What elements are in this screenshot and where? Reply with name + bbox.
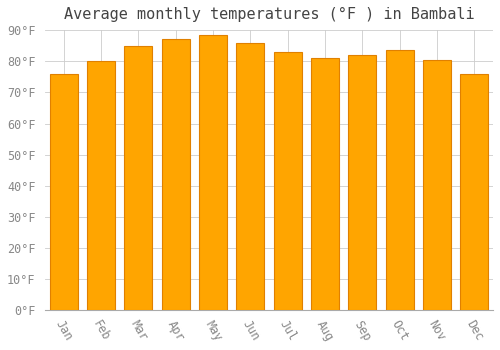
Bar: [162, 40, 190, 310]
Title: Average monthly temperatures (°F ) in Bambali: Average monthly temperatures (°F ) in Ba…: [64, 7, 474, 22]
Bar: [348, 55, 376, 310]
Bar: [199, 35, 227, 310]
Bar: [423, 60, 451, 310]
Bar: [50, 74, 78, 310]
Bar: [460, 74, 488, 310]
Bar: [87, 61, 115, 310]
Bar: [236, 43, 264, 310]
Bar: [274, 52, 302, 310]
Bar: [311, 58, 339, 310]
Bar: [124, 46, 152, 310]
Bar: [386, 50, 413, 310]
